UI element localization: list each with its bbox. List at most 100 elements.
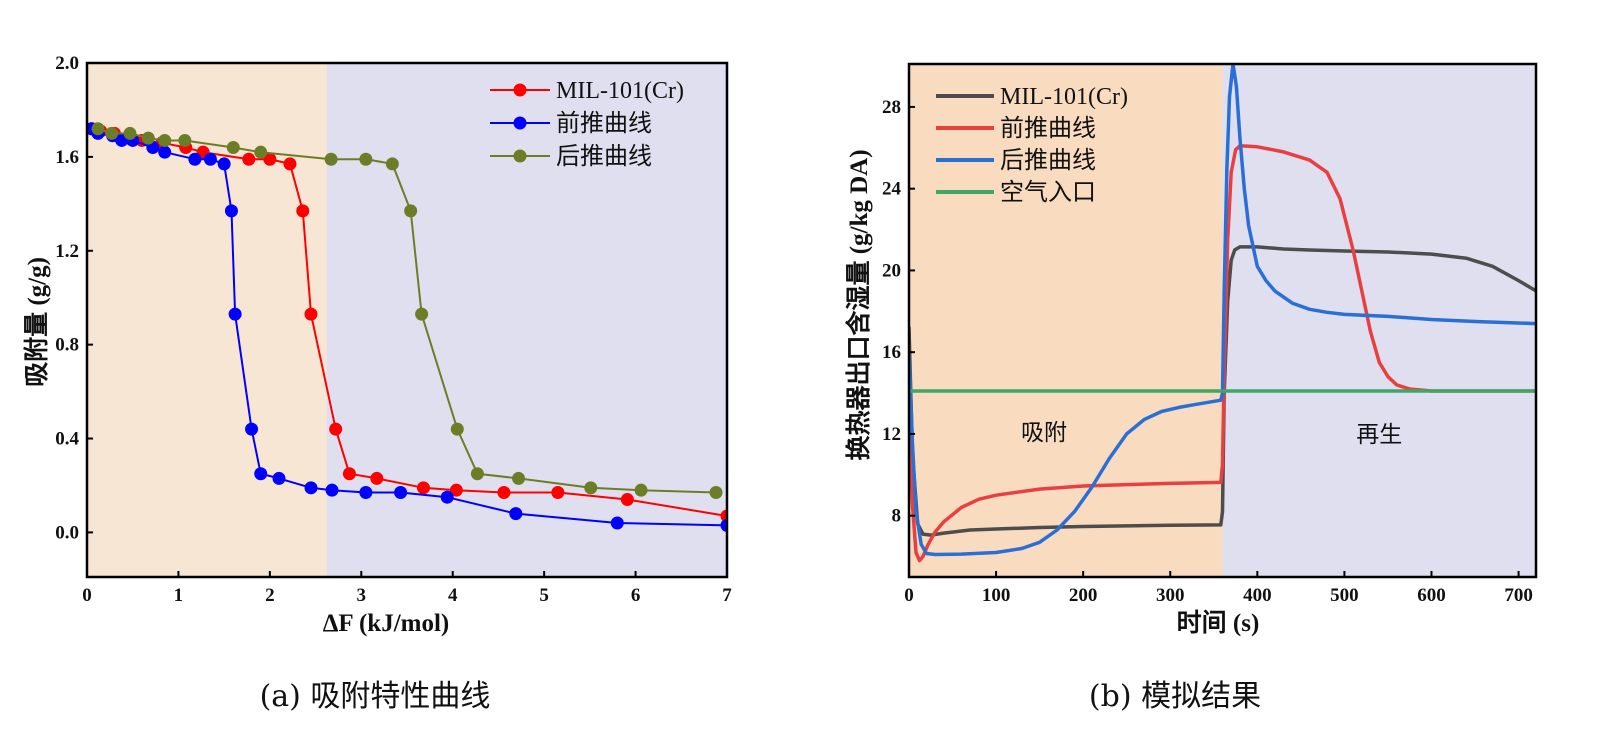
data-point — [105, 126, 119, 140]
data-point — [342, 467, 356, 481]
series-1 — [909, 144, 1536, 563]
legend-item-0: MIL-101(Cr) — [490, 78, 684, 104]
data-point — [720, 518, 727, 532]
data-point — [245, 422, 259, 436]
data-point — [254, 467, 268, 481]
y-tick-label: 28 — [882, 97, 901, 118]
legend-label: MIL-101(Cr) — [1000, 84, 1128, 110]
x-tick-label: 500 — [1330, 585, 1359, 606]
chart-b-simulation-results: 吸附 再生 0 100 200 300 400 500 600 700 81216202428 … — [844, 62, 1538, 637]
data-point — [329, 422, 343, 436]
legend-item-3: 空气入口 — [936, 179, 1096, 206]
y-tick-label: 0.8 — [55, 335, 79, 356]
region-0 — [909, 64, 1223, 577]
data-point — [370, 471, 384, 485]
data-point — [394, 486, 408, 500]
legend-item-0: MIL-101(Cr) — [936, 84, 1128, 110]
series-2 — [909, 64, 1536, 557]
data-point — [359, 486, 373, 500]
data-point — [551, 486, 565, 500]
data-point — [620, 493, 634, 507]
y-tick-label: 0.4 — [55, 429, 79, 450]
x-tick-label: 400 — [1243, 585, 1272, 606]
data-point — [224, 204, 238, 218]
region-label-0: 吸附 — [1021, 420, 1067, 446]
chart-b-y-ticks: 8 12 16 20 24 28 — [882, 97, 915, 527]
legend-label: 后推曲线 — [556, 143, 652, 170]
chart-b-series — [909, 64, 1536, 563]
legend-item-1: 前推曲线 — [490, 110, 652, 137]
legend-label: MIL-101(Cr) — [556, 78, 684, 104]
y-tick-label: 20 — [882, 260, 901, 281]
x-tick-label: 100 — [982, 585, 1011, 606]
series-2 — [91, 122, 723, 500]
y-tick-label: 8 — [892, 506, 902, 527]
data-point — [263, 152, 277, 166]
data-point — [385, 157, 399, 171]
legend-marker — [513, 116, 527, 130]
y-tick-label: 0.0 — [55, 522, 79, 543]
series-line-2 — [909, 64, 1536, 557]
x-tick-label: 200 — [1069, 585, 1098, 606]
chart-b-x-ticks: 0 100 200 300 400 500 600 700 — [904, 571, 1533, 606]
data-point — [324, 152, 338, 166]
x-tick-label: 700 — [1504, 585, 1533, 606]
y-tick-label: 12 — [882, 424, 901, 445]
data-point — [178, 133, 192, 147]
data-point — [217, 157, 231, 171]
legend-item-1: 前推曲线 — [936, 115, 1096, 142]
data-point — [123, 126, 137, 140]
legend-item-2: 后推曲线 — [936, 147, 1096, 174]
legend-marker — [513, 149, 527, 163]
chart-b-x-axis-title: 时间 (s) — [1177, 609, 1260, 637]
y-tick-label: 16 — [882, 342, 901, 363]
x-tick-label: 3 — [357, 585, 367, 606]
region-label-1: 再生 — [1356, 422, 1402, 448]
data-point — [304, 481, 318, 495]
data-point — [416, 481, 430, 495]
series-line-1 — [909, 144, 1536, 563]
x-tick-label: 5 — [539, 585, 549, 606]
data-point — [254, 145, 268, 159]
caption-b: (b) 模拟结果 — [1089, 679, 1261, 714]
legend-label: 前推曲线 — [556, 110, 652, 137]
chart-a-series — [87, 122, 727, 532]
data-point — [325, 483, 339, 497]
data-point — [296, 204, 310, 218]
data-point — [470, 467, 484, 481]
data-point — [242, 152, 256, 166]
data-point — [512, 471, 526, 485]
x-tick-label: 300 — [1156, 585, 1185, 606]
x-tick-label: 6 — [631, 585, 641, 606]
x-tick-label: 600 — [1417, 585, 1446, 606]
x-tick-label: 1 — [174, 585, 184, 606]
data-point — [440, 490, 454, 504]
y-tick-label: 1.6 — [55, 147, 79, 168]
chart-a-x-ticks: 0 1 2 3 4 5 6 7 — [82, 571, 732, 606]
legend-item-2: 后推曲线 — [490, 143, 652, 170]
data-point — [584, 481, 598, 495]
y-tick-label: 24 — [882, 179, 902, 200]
chart-b-y-axis-title: 换热器出口含湿量 (g/kg DA) — [844, 149, 873, 460]
data-point — [304, 307, 318, 321]
data-point — [709, 486, 723, 500]
chart-a-frame — [85, 61, 729, 579]
x-tick-label: 0 — [82, 585, 92, 606]
data-point — [610, 516, 624, 530]
legend-label: 后推曲线 — [1000, 147, 1096, 174]
data-point — [158, 145, 172, 159]
data-point — [272, 471, 286, 485]
data-point — [141, 131, 155, 145]
data-point — [91, 122, 105, 136]
chart-a-x-axis-title: ΔF (kJ/mol) — [323, 610, 450, 637]
data-point — [509, 507, 523, 521]
y-tick-label: 1.2 — [55, 241, 79, 262]
data-point — [283, 157, 297, 171]
x-tick-label: 7 — [722, 585, 732, 606]
caption-a: (a) 吸附特性曲线 — [260, 679, 491, 714]
x-tick-label: 0 — [904, 585, 914, 606]
data-point — [415, 307, 429, 321]
data-point — [226, 140, 240, 154]
legend-label: 前推曲线 — [1000, 115, 1096, 142]
